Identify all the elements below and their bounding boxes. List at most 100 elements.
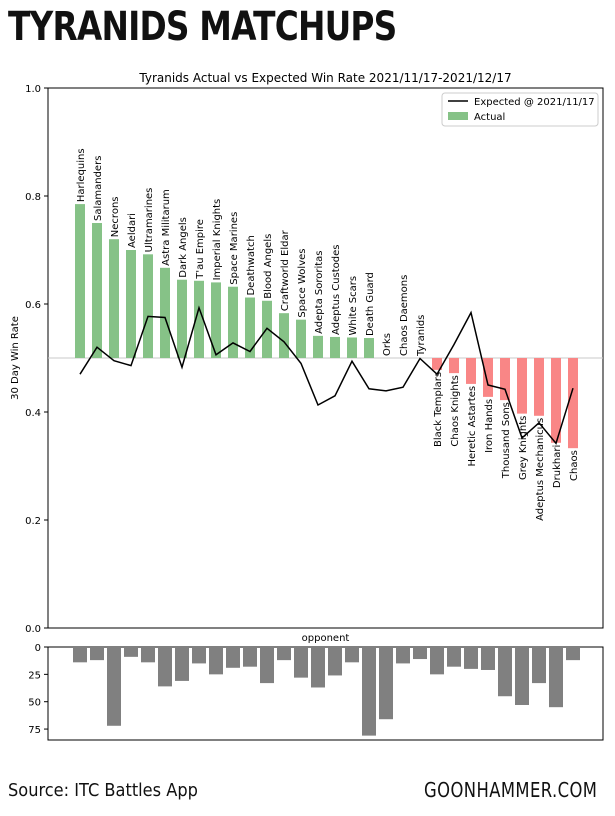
bar-label: Harlequins: [76, 148, 87, 202]
count-bar-chaos-knights: [447, 647, 461, 667]
y-tick-label: 0.2: [25, 516, 41, 527]
bar-label: Aeldari: [127, 213, 138, 248]
count-bar-adepta-sororitas: [311, 647, 325, 688]
bar-dark-angels: [177, 279, 187, 358]
count-bar-iron-hands: [481, 647, 495, 670]
count-y-tick-label: 50: [28, 698, 41, 709]
bar-label: Imperial Knights: [212, 199, 223, 281]
count-bar-chaos-daemons: [396, 647, 410, 664]
bar-label: Space Marines: [229, 212, 240, 285]
legend-line-label: Expected @ 2021/11/17: [474, 97, 595, 108]
bar-death-guard: [364, 338, 374, 358]
bar-black-templars: [432, 358, 442, 370]
brand-label: GOONHAMMER.COM: [423, 778, 597, 802]
bar-label: Necrons: [110, 196, 121, 237]
count-bar-thousand-sons: [498, 647, 512, 697]
count-bar-blood-angels: [260, 647, 274, 684]
bar-label: T'au Empire: [195, 219, 206, 280]
legend-bar-label: Actual: [474, 112, 505, 123]
count-bar-space-wolves: [294, 647, 308, 678]
bar-label: Space Wolves: [297, 249, 308, 318]
bar-label: Salamanders: [93, 156, 104, 221]
y-tick-label: 0.6: [25, 300, 41, 311]
bar-aeldari: [126, 250, 136, 358]
count-bar-black-templars: [430, 647, 444, 675]
y-axis-label: 30 Day Win Rate: [10, 316, 21, 400]
bar-label: Heretic Astartes: [467, 386, 478, 467]
count-bar-heretic-astartes: [464, 647, 478, 669]
bar-chaos: [568, 358, 578, 449]
bar-label: Iron Hands: [484, 399, 495, 453]
bar-adeptus-mechanicus: [534, 358, 544, 416]
bar-necrons: [109, 239, 119, 358]
bar-label: Blood Angels: [263, 234, 274, 299]
count-y-tick-label: 25: [28, 670, 41, 681]
bar-label: Orks: [382, 333, 393, 356]
count-bar-dark-angels: [175, 647, 189, 681]
count-bar-salamanders: [90, 647, 104, 661]
bar-craftworld-eldar: [279, 313, 289, 358]
bar-ultramarines: [143, 254, 153, 358]
bar-label: Drukhari: [552, 445, 563, 488]
chart-title: Tyranids Actual vs Expected Win Rate 202…: [138, 71, 511, 85]
bar-label: Tyranids: [416, 315, 427, 357]
legend-bar-swatch: [448, 112, 468, 120]
bar-label: Adeptus Mechanicus: [535, 418, 546, 521]
count-bar-harlequins: [73, 647, 87, 663]
bar-space-wolves: [296, 319, 306, 358]
bar-salamanders: [92, 223, 102, 358]
bar-label: Adepta Sororitas: [314, 250, 325, 333]
count-bar-tyranids: [413, 647, 427, 660]
bar-label: Astra Militarum: [161, 189, 172, 266]
y-tick-label: 0.4: [25, 408, 41, 419]
bar-label: Chaos Knights: [450, 375, 461, 446]
bar-label: Chaos Daemons: [399, 275, 410, 356]
count-bar-deathwatch: [243, 647, 257, 667]
count-bar-necrons: [107, 647, 121, 726]
bar-space-marines: [228, 286, 238, 358]
count-bar-adeptus-custodes: [328, 647, 342, 676]
bar-harlequins: [75, 204, 85, 358]
bar-label: Black Templars: [433, 372, 444, 447]
bar-grey-knights: [517, 358, 527, 414]
count-bar-space-marines: [226, 647, 240, 668]
bar-label: Chaos: [569, 450, 580, 481]
count-bar-drukhari: [549, 647, 563, 708]
count-bar-astra-militarum: [158, 647, 172, 687]
bar-heretic-astartes: [466, 358, 476, 384]
count-bar-chaos: [566, 647, 580, 661]
bar-label: Dark Angels: [178, 217, 189, 278]
bar-label: White Scars: [348, 276, 359, 336]
bar-label: Grey Knights: [518, 416, 529, 480]
bar-astra-militarum: [160, 267, 170, 358]
count-y-tick-label: 75: [28, 725, 41, 736]
count-bar-adeptus-mechanicus: [532, 647, 546, 684]
bar-adeptus-custodes: [330, 336, 340, 358]
bar-label: Deathwatch: [246, 235, 257, 295]
win-rate-chart: Tyranids Actual vs Expected Win Rate 202…: [10, 71, 604, 644]
legend-box: [441, 92, 599, 127]
y-tick-label: 1.0: [25, 84, 41, 95]
bar-chaos-knights: [449, 358, 459, 374]
bar-imperial-knights: [211, 282, 221, 358]
bar-label: Thousand Sons: [501, 402, 512, 479]
y-tick-label: 0.0: [25, 624, 41, 635]
bar-label: Death Guard: [365, 272, 376, 336]
expected-line: [79, 305, 574, 445]
count-y-tick-label: 0: [35, 643, 41, 654]
count-bar-ultramarines: [141, 647, 155, 663]
count-bar-t-au-empire: [192, 647, 206, 664]
bar-iron-hands: [483, 358, 493, 397]
count-bar-aeldari: [124, 647, 138, 657]
bar-white-scars: [347, 337, 357, 358]
bar-label: Adeptus Custodes: [331, 244, 342, 334]
source-label: Source: ITC Battles App: [8, 780, 198, 801]
count-bar-craftworld-eldar: [277, 647, 291, 661]
count-bar-imperial-knights: [209, 647, 223, 675]
count-bar-grey-knights: [515, 647, 529, 705]
bar-deathwatch: [245, 297, 255, 358]
x-axis-label: opponent: [302, 633, 350, 644]
bar-label: Craftworld Eldar: [280, 229, 291, 311]
bar-thousand-sons: [500, 358, 510, 401]
